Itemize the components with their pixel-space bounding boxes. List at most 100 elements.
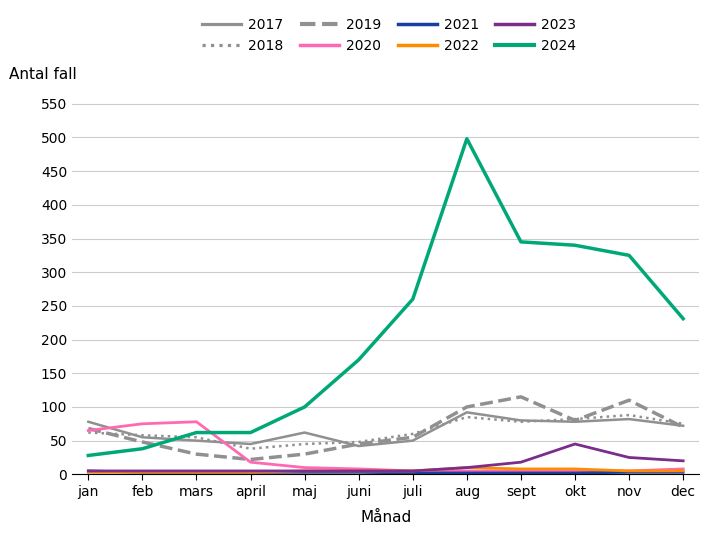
2024 (571, 242, 580, 248)
Text: Antal fall: Antal fall (9, 67, 77, 82)
2021 (247, 469, 255, 475)
2021 (408, 470, 417, 476)
2017 (138, 434, 147, 440)
2019 (463, 404, 472, 410)
2024 (678, 315, 687, 322)
2017 (624, 416, 634, 423)
2024 (516, 239, 525, 245)
2018 (138, 432, 147, 439)
2023 (355, 468, 363, 474)
2021 (192, 469, 200, 475)
2020 (408, 468, 417, 474)
2022 (678, 468, 687, 474)
2023 (192, 468, 200, 474)
Line: 2017: 2017 (89, 412, 683, 446)
2024 (247, 429, 255, 436)
2019 (408, 434, 417, 440)
2018 (408, 431, 417, 437)
2019 (84, 425, 92, 432)
2019 (516, 393, 525, 400)
2023 (463, 465, 472, 471)
2020 (138, 420, 147, 427)
Legend: 2017, 2018, 2019, 2020, 2021, 2022, 2023, 2024: 2017, 2018, 2019, 2020, 2021, 2022, 2023… (203, 18, 576, 53)
2018 (516, 418, 525, 425)
2023 (84, 468, 92, 474)
2021 (678, 469, 687, 475)
2021 (624, 469, 634, 475)
2022 (247, 469, 255, 475)
2019 (247, 456, 255, 462)
2020 (247, 459, 255, 466)
2023 (408, 468, 417, 474)
2024 (138, 445, 147, 452)
2019 (571, 417, 580, 424)
2022 (300, 468, 309, 474)
2019 (192, 451, 200, 457)
2021 (463, 470, 472, 476)
2024 (408, 296, 417, 302)
2023 (138, 468, 147, 474)
2017 (355, 443, 363, 450)
2023 (300, 468, 309, 474)
Line: 2021: 2021 (89, 471, 683, 473)
2019 (138, 439, 147, 445)
2018 (571, 416, 580, 423)
2022 (138, 469, 147, 475)
Line: 2018: 2018 (89, 415, 683, 448)
Line: 2024: 2024 (89, 139, 683, 455)
2017 (84, 418, 92, 425)
Line: 2019: 2019 (89, 397, 683, 459)
2017 (516, 417, 525, 424)
Line: 2022: 2022 (89, 468, 683, 472)
2019 (624, 397, 634, 403)
X-axis label: Månad: Månad (360, 510, 412, 525)
2021 (300, 469, 309, 475)
2024 (355, 357, 363, 363)
2020 (678, 466, 687, 472)
2018 (624, 412, 634, 418)
2023 (247, 468, 255, 474)
2017 (192, 438, 200, 444)
2017 (408, 438, 417, 444)
2024 (463, 136, 472, 142)
2022 (408, 468, 417, 474)
2018 (678, 420, 687, 427)
2024 (84, 452, 92, 459)
2020 (624, 468, 634, 474)
2021 (571, 470, 580, 476)
2017 (571, 418, 580, 425)
2022 (463, 465, 472, 471)
2022 (624, 468, 634, 474)
2018 (192, 434, 200, 440)
2022 (84, 469, 92, 475)
2021 (516, 470, 525, 476)
2020 (84, 427, 92, 434)
2017 (300, 429, 309, 436)
2022 (571, 466, 580, 472)
2017 (247, 441, 255, 447)
2021 (84, 468, 92, 474)
2021 (138, 469, 147, 475)
2018 (84, 429, 92, 436)
Line: 2023: 2023 (89, 444, 683, 471)
2023 (571, 441, 580, 447)
2018 (355, 439, 363, 445)
2020 (571, 468, 580, 474)
2018 (463, 414, 472, 420)
2024 (300, 404, 309, 410)
2018 (247, 445, 255, 452)
2017 (463, 409, 472, 416)
2021 (355, 469, 363, 475)
2020 (355, 466, 363, 472)
2020 (192, 418, 200, 425)
2019 (678, 424, 687, 430)
2019 (300, 451, 309, 457)
2020 (300, 465, 309, 471)
2017 (678, 423, 687, 429)
2018 (300, 441, 309, 447)
2020 (463, 468, 472, 474)
2024 (192, 429, 200, 436)
2020 (516, 468, 525, 474)
2022 (192, 469, 200, 475)
Line: 2020: 2020 (89, 421, 683, 471)
